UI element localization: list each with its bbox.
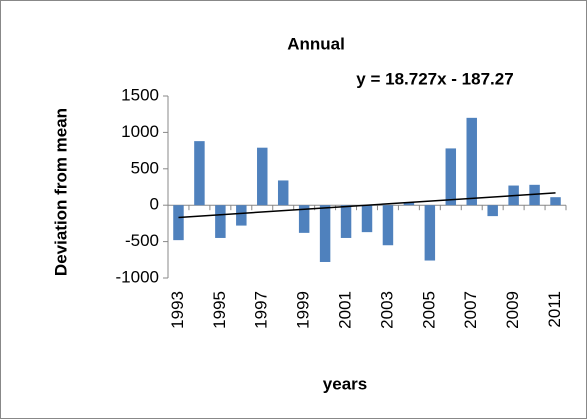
x-tick-label: 1993: [168, 291, 187, 329]
bar: [215, 205, 226, 238]
y-tick-label: 500: [131, 158, 159, 177]
chart-title: Annual: [287, 34, 345, 53]
y-tick-label: 1500: [121, 85, 159, 104]
x-tick-label: 2011: [545, 291, 564, 328]
bar: [445, 148, 457, 206]
y-tick-label: -500: [125, 231, 159, 250]
bar: [257, 147, 268, 206]
bar: [550, 197, 561, 206]
bar: [487, 205, 498, 217]
bar: [340, 205, 352, 238]
y-tick-label: -1000: [116, 267, 159, 286]
y-tick-label: 1000: [121, 122, 159, 141]
x-axis-label: years: [323, 374, 367, 393]
x-tick-label: 1997: [252, 291, 271, 329]
x-tick-label: 2001: [336, 291, 355, 329]
bar: [361, 205, 373, 233]
annotation: y = 18.727x - 187.27: [356, 69, 513, 88]
y-tick-label: 0: [150, 195, 159, 214]
x-tick-label: 2005: [419, 291, 438, 329]
bar: [382, 205, 394, 246]
bar: [277, 180, 289, 206]
x-tick-label: 2007: [461, 291, 480, 329]
x-tick-label: 1999: [294, 291, 313, 329]
bar: [298, 205, 310, 233]
bar: [319, 205, 331, 262]
bar: [466, 117, 477, 206]
trendline: [178, 192, 556, 219]
bar: [194, 141, 205, 206]
bar: [173, 205, 184, 241]
x-tick-label: 1995: [210, 291, 229, 329]
bar: [403, 202, 415, 206]
x-tick-label: 2009: [503, 291, 522, 329]
x-tick-label: 2003: [377, 291, 396, 329]
y-axis-label: Deviation from mean: [51, 108, 70, 276]
bar: [236, 205, 247, 226]
bar: [424, 205, 436, 261]
